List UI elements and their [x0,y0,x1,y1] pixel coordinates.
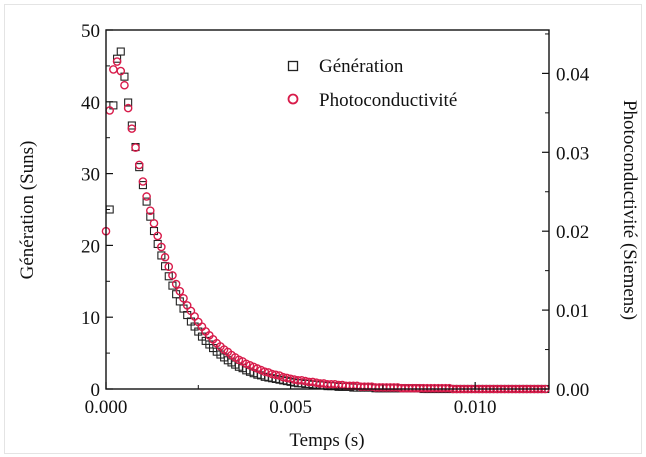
y-left-tick-label: 10 [81,308,100,329]
data-point-photoconductivity [142,192,151,201]
series-photoconductivity [101,57,550,394]
data-point-generation [124,98,133,107]
data-point-photoconductivity [175,286,185,296]
data-point-photoconductivity [149,219,159,228]
data-point-generation [138,181,147,190]
data-point-photoconductivity [157,242,166,252]
data-point-photoconductivity [179,293,188,303]
y-left-tick-label: 20 [81,236,100,257]
data-point-generation [116,47,125,56]
data-point-photoconductivity [138,177,148,186]
y-right-tick-label: 0.03 [556,143,589,164]
legend-label-photoconductivity: Photoconductivité [319,90,457,111]
y-axis-right-title: Photoconductivité (Siemens) [619,100,640,320]
data-point-photoconductivity [127,124,137,133]
y-axis-left-title: Génération (Suns) [17,141,38,280]
data-point-generation [164,272,173,281]
data-point-photoconductivity [271,370,281,380]
plot-area-border [105,29,550,390]
data-point-photoconductivity [153,231,162,241]
x-tick-label: 0.000 [85,397,128,418]
y-right-tick-label: 0.04 [556,64,590,85]
data-point-generation [142,197,151,206]
legend-marker-generation [287,60,299,72]
data-point-photoconductivity [160,252,170,262]
legend-marker-photoconductivity [287,93,299,105]
x-axis-title: Temps (s) [289,430,364,451]
chart-frame [4,4,642,454]
data-point-generation [161,262,170,271]
data-point-photoconductivity [168,271,177,280]
data-point-photoconductivity [120,80,129,90]
data-point-photoconductivity [260,367,270,376]
legend: Génération Photoconductivité [287,56,457,111]
y-left-tick-label: 40 [81,93,100,114]
y-left-tick-label: 0 [91,380,101,401]
data-point-photoconductivity [164,262,174,272]
data-point-photoconductivity [112,57,122,66]
data-point-photoconductivity [131,143,140,152]
data-point-generation [146,212,155,221]
data-point-photoconductivity [145,206,155,215]
data-point-generation [127,121,136,130]
data-point-photoconductivity [171,279,181,289]
data-point-photoconductivity [123,103,133,113]
data-point-generation [149,226,159,236]
data-point-photoconductivity [116,66,126,76]
x-tick-label: 0.005 [269,397,312,418]
y-left-tick-label: 30 [81,165,100,186]
y-right-tick-label: 0.02 [556,222,589,243]
data-point-photoconductivity [109,65,118,74]
y-right-tick-label: 0.00 [556,380,589,401]
y-left-tick-label: 50 [81,21,100,42]
y-right-tick-label: 0.01 [556,301,589,322]
legend-label-generation: Génération [319,56,404,77]
axis-ticks: 0.000 0.005 0.010 0 10 20 30 40 50 0.00 0.01 0.02 0.… [81,21,590,418]
x-tick-label: 0.010 [454,397,497,418]
data-point-photoconductivity [134,160,144,170]
